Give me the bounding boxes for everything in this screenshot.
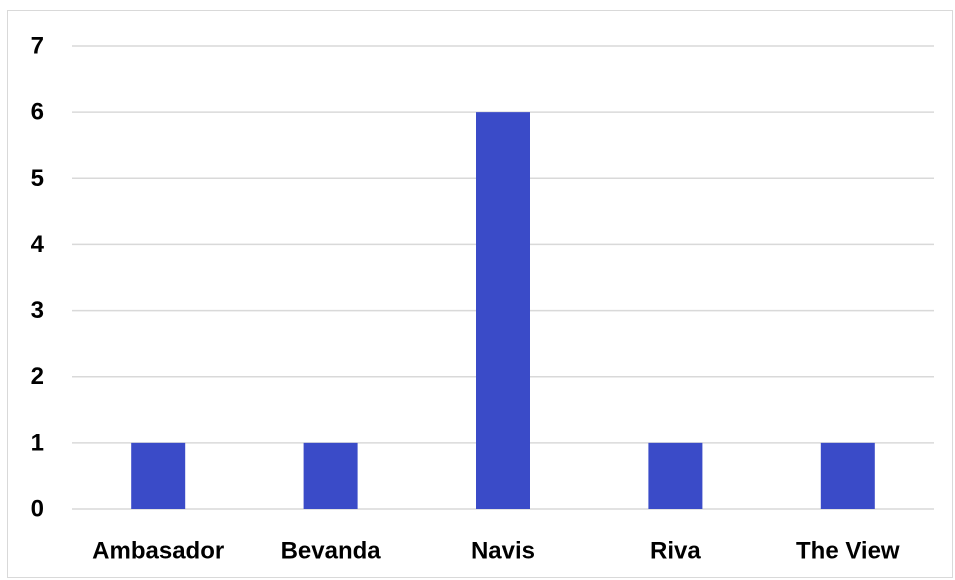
y-tick-label: 5	[31, 165, 44, 192]
y-tick-label: 1	[31, 429, 44, 456]
y-tick-label: 6	[31, 99, 44, 126]
x-tick-label: Riva	[650, 538, 701, 565]
bars	[131, 112, 875, 510]
y-tick-label: 3	[31, 297, 44, 324]
y-tick-label: 4	[31, 231, 45, 258]
x-tick-label: Bevanda	[281, 538, 382, 565]
x-tick-label: Navis	[471, 538, 535, 565]
bar-riva	[648, 442, 703, 509]
bar-navis	[476, 112, 530, 510]
y-tick-label: 2	[31, 363, 44, 390]
bar-bevanda	[303, 442, 358, 509]
bar-ambasador	[131, 442, 186, 509]
y-tick-label: 7	[31, 33, 44, 60]
y-tick-label: 0	[31, 496, 44, 523]
x-tick-label: Ambasador	[92, 538, 224, 565]
x-tick-label: The View	[796, 538, 900, 565]
bar-the-view	[820, 442, 875, 509]
y-axis-tick-labels: 0 1 2 3 4 5 6 7	[31, 33, 45, 523]
x-axis-tick-labels: Ambasador Bevanda Navis Riva The View	[92, 538, 900, 565]
